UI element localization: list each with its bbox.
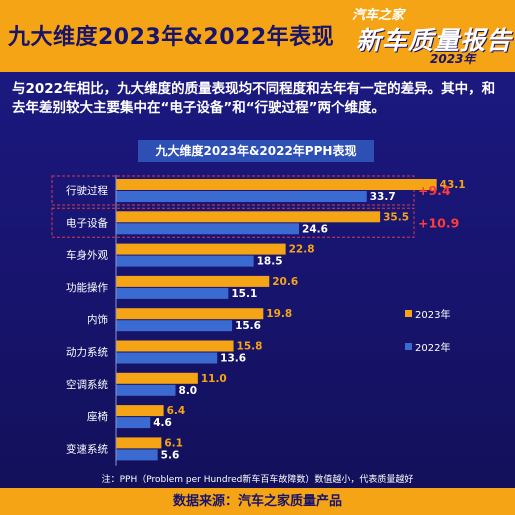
header-banner: 九大维度2023年&2022年表现 汽车之家 新车质量报告 2023年 [0, 0, 515, 72]
value-label-2022: 15.1 [231, 288, 257, 300]
category-label: 行驶过程 [66, 184, 108, 197]
difference-annotation: +9.4 [418, 183, 451, 198]
category-label: 座椅 [87, 410, 108, 423]
bar-2023 [116, 179, 437, 190]
value-label-2022: 5.6 [161, 449, 180, 461]
value-label-2023: 43.1 [440, 179, 466, 191]
bar-2023 [116, 308, 264, 320]
bar-2023 [116, 405, 164, 417]
page-title: 九大维度2023年&2022年表现 [8, 25, 335, 50]
legend-swatch [405, 310, 412, 317]
bar-2022 [116, 287, 229, 299]
bar-2022 [116, 320, 233, 332]
highlight-box [51, 207, 415, 238]
bar-2022 [116, 191, 367, 202]
value-label-2022: 13.6 [220, 353, 246, 365]
value-label-2023: 22.8 [289, 244, 315, 256]
bar-2022 [116, 352, 218, 364]
value-label-2022: 8.0 [179, 385, 198, 397]
footer-banner: 数据来源：汽车之家质量产品 [0, 488, 515, 515]
value-label-2022: 4.6 [153, 417, 172, 429]
category-label: 功能操作 [66, 281, 108, 294]
value-label-2023: 15.8 [237, 341, 263, 353]
value-label-2022: 24.6 [302, 223, 328, 235]
bar-2023 [116, 372, 198, 384]
difference-annotation: +10.9 [418, 215, 459, 230]
bar-2023 [116, 340, 234, 352]
category-label: 车身外观 [66, 249, 108, 262]
bar-2022 [116, 384, 176, 396]
logo-year: 2023年 [430, 52, 476, 66]
logo-main: 新车质量报告 [356, 26, 513, 55]
bar-2023 [116, 437, 162, 449]
category-label: 变速系统 [66, 442, 108, 455]
legend-label: 2023年 [415, 308, 450, 321]
category-label: 内饰 [87, 313, 108, 326]
legend-label: 2022年 [415, 341, 450, 354]
value-label-2023: 6.4 [167, 405, 186, 417]
value-label-2023: 11.0 [201, 373, 227, 385]
bar-2022 [116, 417, 151, 429]
value-label-2022: 15.6 [235, 320, 261, 332]
report-logo: 汽车之家 新车质量报告 2023年 [352, 4, 512, 68]
chart-title: 九大维度2023年&2022年PPH表现 [138, 140, 374, 162]
value-label-2023: 35.5 [383, 211, 409, 223]
bar-2023 [116, 275, 270, 287]
value-label-2022: 33.7 [370, 191, 396, 203]
category-label: 电子设备 [66, 216, 108, 229]
bar-2022 [116, 223, 300, 235]
value-label-2023: 6.1 [164, 437, 183, 449]
bar-2023 [116, 243, 286, 255]
category-label: 动力系统 [66, 346, 108, 359]
bar-2022 [116, 255, 254, 267]
footnote: 注：PPH（Problem per Hundred新车百车故障数）数值越小，代表… [101, 475, 414, 485]
value-label-2022: 18.5 [257, 256, 283, 268]
category-label: 空调系统 [66, 378, 108, 391]
value-label-2023: 20.6 [272, 276, 298, 288]
logo-brand: 汽车之家 [352, 8, 405, 23]
legend-swatch [405, 343, 412, 350]
summary-text: 与2022年相比，九大维度的质量表现均不同程度和去年有一定的差异。其中，和去年差… [12, 81, 496, 116]
bar-2023 [116, 211, 381, 223]
value-label-2023: 19.8 [266, 308, 292, 320]
highlight-box [51, 175, 415, 206]
bar-2022 [116, 449, 158, 461]
data-source: 数据来源：汽车之家质量产品 [172, 494, 342, 509]
